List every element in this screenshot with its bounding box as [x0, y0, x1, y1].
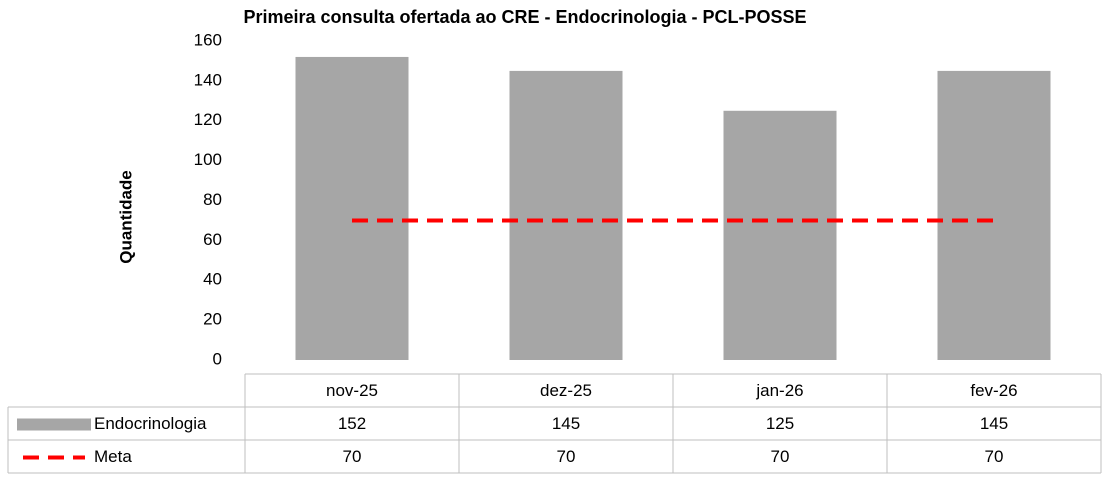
legend-label: Meta	[94, 447, 132, 466]
y-tick-label: 0	[213, 349, 222, 368]
bar	[723, 110, 837, 360]
x-tick-label: jan-26	[755, 381, 803, 400]
table-value: 70	[557, 447, 576, 466]
table-value: 145	[980, 414, 1008, 433]
x-tick-label: nov-25	[326, 381, 378, 400]
chart-title: Primeira consulta ofertada ao CRE - Endo…	[243, 7, 806, 27]
bar	[295, 56, 409, 360]
table-value: 70	[985, 447, 1004, 466]
y-tick-label: 40	[203, 270, 222, 289]
legend-swatch	[17, 418, 91, 431]
y-axis-label: Quantidade	[116, 170, 135, 264]
table-value: 145	[552, 414, 580, 433]
y-tick-label: 140	[194, 70, 222, 89]
table-value: 152	[338, 414, 366, 433]
y-tick-label: 80	[203, 190, 222, 209]
y-tick-label: 160	[194, 30, 222, 49]
table-value: 125	[766, 414, 794, 433]
x-tick-label: dez-25	[540, 381, 592, 400]
y-tick-label: 100	[194, 150, 222, 169]
table-value: 70	[771, 447, 790, 466]
x-tick-label: fev-26	[970, 381, 1017, 400]
y-tick-label: 20	[203, 310, 222, 329]
bar	[937, 70, 1051, 360]
legend-label: Endocrinologia	[94, 414, 207, 433]
y-tick-label: 60	[203, 230, 222, 249]
table-value: 70	[343, 447, 362, 466]
bar	[509, 70, 623, 360]
y-tick-label: 120	[194, 110, 222, 129]
